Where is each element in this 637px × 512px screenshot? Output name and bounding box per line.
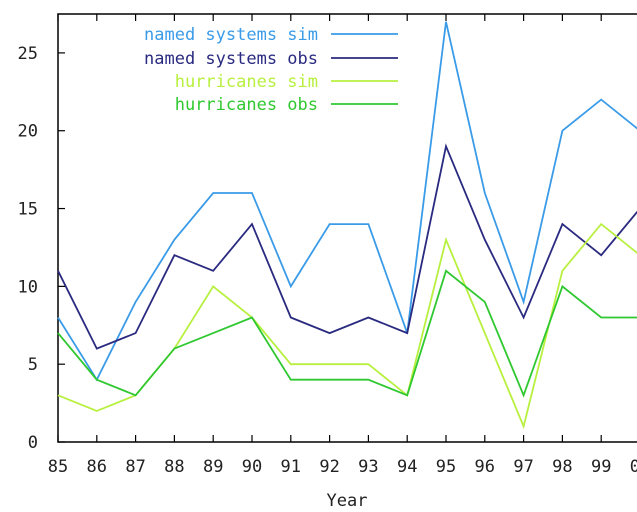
y-tick-label: 5 xyxy=(28,355,38,375)
legend-label-3: hurricanes obs xyxy=(175,95,318,115)
x-tick-label: 91 xyxy=(281,457,301,477)
legend-label-0: named systems sim xyxy=(144,25,318,45)
y-tick-label: 20 xyxy=(18,122,38,142)
x-tick-label: 93 xyxy=(358,457,378,477)
x-tick-label: 92 xyxy=(319,457,339,477)
plot-frame xyxy=(57,13,637,443)
x-tick-label: 00 xyxy=(630,457,637,477)
x-tick-label: 95 xyxy=(436,457,456,477)
series-layer xyxy=(57,21,637,430)
y-tick-label: 0 xyxy=(28,433,38,453)
x-tick-label: 98 xyxy=(552,457,572,477)
y-tick-label: 10 xyxy=(18,277,38,297)
x-tick-label: 94 xyxy=(397,457,417,477)
x-tick-label: 97 xyxy=(513,457,533,477)
x-tick-label: 90 xyxy=(242,457,262,477)
x-tick-label: 96 xyxy=(475,457,495,477)
y-axis: 0 5 10 15 20 25 xyxy=(18,44,65,453)
y-tick-label: 25 xyxy=(18,44,38,64)
legend: named systems sim named systems obs hurric… xyxy=(144,25,398,115)
x-tick-label: 88 xyxy=(164,457,184,477)
x-tick-label: 85 xyxy=(48,457,68,477)
x-axis-title: Year xyxy=(327,491,368,511)
legend-label-2: hurricanes sim xyxy=(175,72,318,92)
x-axis: 85 86 87 88 89 90 91 92 93 94 95 96 97 98 99 00 xyxy=(48,14,637,477)
series-line-1 xyxy=(57,143,637,350)
series-line-3 xyxy=(57,269,637,398)
x-tick-label: 99 xyxy=(591,457,611,477)
x-tick-label: 86 xyxy=(87,457,107,477)
x-tick-label: 87 xyxy=(125,457,145,477)
x-tick-label: 89 xyxy=(203,457,223,477)
plot-area xyxy=(57,13,637,443)
y-tick-label: 15 xyxy=(18,200,38,220)
series-line-0 xyxy=(57,21,637,382)
legend-label-1: named systems obs xyxy=(144,49,318,69)
